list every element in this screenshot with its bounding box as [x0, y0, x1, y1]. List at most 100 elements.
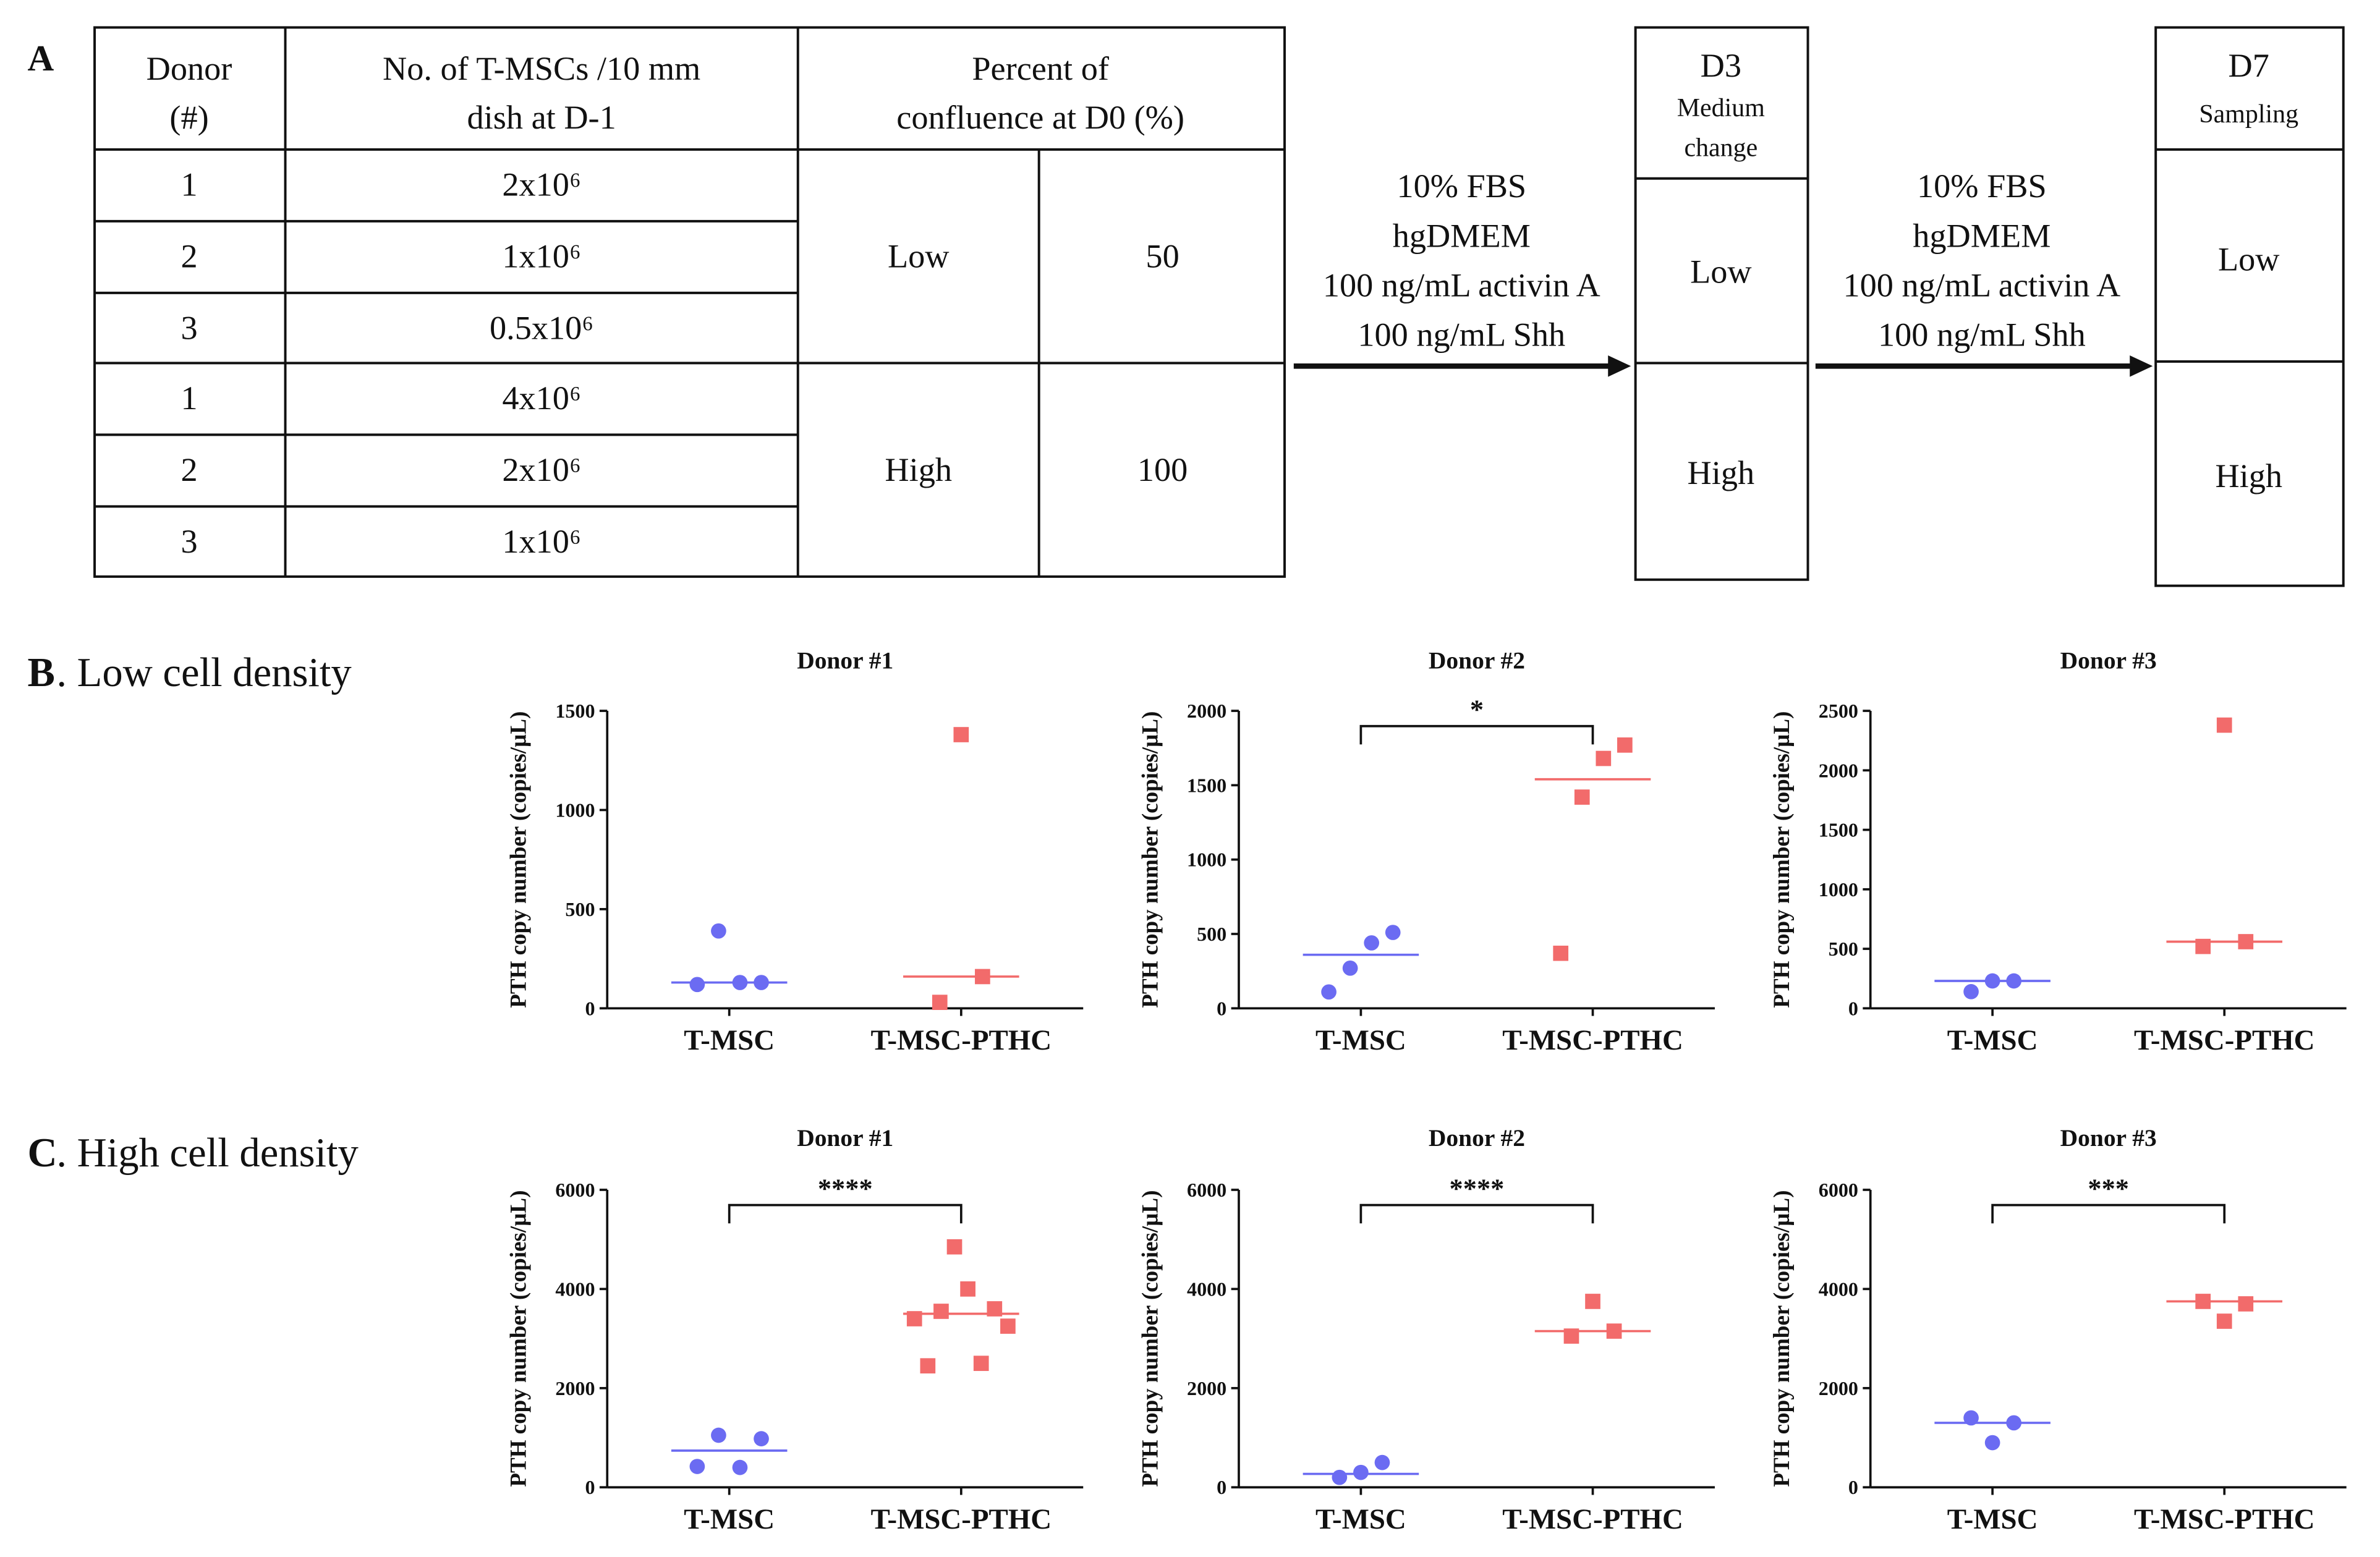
data-point [1385, 925, 1401, 940]
x-tick-label: T-MSC [684, 1503, 775, 1535]
data-point [973, 1355, 989, 1372]
data-point [1342, 960, 1358, 976]
table-cell: 2x10⁶ [502, 451, 580, 488]
data-point [1963, 1410, 1979, 1426]
data-point [920, 1358, 936, 1374]
table-header: confluence at D0 (%) [896, 99, 1184, 136]
table-cell: 50 [1145, 238, 1179, 275]
arrow-label: 10% FBS [1917, 168, 2047, 205]
y-tick-label: 1000 [1819, 878, 1858, 901]
table-header: No. of T-MSCs /10 mm [383, 50, 700, 87]
data-point [960, 1281, 975, 1297]
data-point [2238, 1296, 2254, 1312]
chart-title: Donor #1 [797, 1124, 893, 1152]
data-point [1585, 1294, 1600, 1309]
data-point [1332, 1469, 1348, 1485]
arrow-label: hgDMEM [1913, 217, 2051, 254]
data-point [754, 975, 769, 990]
y-tick-label: 2000 [1819, 1377, 1858, 1399]
data-point [1574, 789, 1590, 805]
y-tick-label: 1000 [1187, 849, 1226, 871]
data-point [933, 1304, 949, 1319]
table-cell: 1 [181, 166, 197, 203]
y-tick-label: 1500 [1187, 774, 1226, 796]
y-tick-label: 0 [1217, 997, 1226, 1019]
data-point [732, 1459, 748, 1475]
significance-bracket [728, 1203, 963, 1224]
chart-title: Donor #3 [2060, 647, 2157, 674]
y-tick-label: 2500 [1819, 700, 1858, 722]
data-point [1563, 1328, 1579, 1344]
panel-label: B [27, 650, 54, 695]
data-point [2195, 938, 2211, 954]
y-axis-label: PTH copy number (copies/µL) [506, 1190, 532, 1487]
y-tick-label: 500 [1197, 923, 1226, 945]
data-point [1984, 973, 2000, 989]
table-cell: 100 [1137, 451, 1188, 488]
data-point [1617, 737, 1633, 753]
y-axis-label: PTH copy number (copies/µL) [1769, 711, 1795, 1008]
table-cell: 3 [181, 310, 197, 347]
x-tick-label: T-MSC-PTHC [1502, 1024, 1683, 1056]
arrow-label: 100 ng/mL activin A [1323, 266, 1600, 303]
table-cell: 3 [181, 523, 197, 560]
x-tick-label: T-MSC-PTHC [871, 1024, 1052, 1056]
x-tick-label: T-MSC-PTHC [2134, 1503, 2315, 1535]
y-tick-label: 0 [585, 997, 595, 1019]
y-axis-label: PTH copy number (copies/µL) [1137, 1190, 1163, 1487]
y-tick-label: 4000 [1819, 1278, 1858, 1300]
data-point [932, 995, 948, 1011]
significance-label: * [1470, 694, 1484, 725]
table-cell: 2 [181, 451, 197, 488]
box-cell: High [1688, 454, 1755, 491]
y-tick-label: 0 [1848, 1476, 1858, 1498]
data-point [689, 1459, 705, 1474]
table-cell: 1x10⁶ [502, 238, 580, 275]
data-point [732, 975, 748, 990]
chart-title: Donor #3 [2060, 1124, 2157, 1152]
table-header: (#) [169, 99, 208, 136]
table-cell: Low [888, 238, 950, 275]
data-point [711, 1427, 726, 1443]
table-cell: High [885, 451, 952, 488]
data-point [1596, 750, 1612, 766]
data-point [2216, 717, 2232, 733]
data-point [953, 727, 969, 742]
data-point [2238, 934, 2254, 949]
arrow-label: 100 ng/mL Shh [1358, 316, 1565, 354]
table-cell: 2x10⁶ [502, 166, 580, 203]
box-cell: High [2215, 457, 2282, 494]
x-tick-label: T-MSC [1947, 1024, 2038, 1056]
y-axis-label: PTH copy number (copies/µL) [1137, 711, 1163, 1008]
y-tick-label: 4000 [1187, 1278, 1226, 1300]
x-tick-label: T-MSC-PTHC [871, 1503, 1052, 1535]
y-tick-label: 1000 [555, 799, 595, 821]
data-point [689, 977, 705, 993]
table-cell: 0.5x10⁶ [490, 310, 593, 347]
d3-box [1634, 26, 1809, 581]
table-cell: 1x10⁶ [502, 523, 580, 560]
table-cell: 2 [181, 238, 197, 275]
arrow-label: 100 ng/mL activin A [1843, 266, 2120, 303]
y-tick-label: 2000 [555, 1377, 595, 1399]
data-point [946, 1239, 963, 1255]
data-point [1963, 984, 1979, 999]
panel-caption: . High cell density [56, 1131, 359, 1176]
significance-bracket [1359, 1203, 1594, 1224]
arrow-head [1608, 355, 1631, 377]
y-axis-label: PTH copy number (copies/µL) [1769, 1190, 1795, 1487]
data-point [1321, 984, 1337, 1000]
data-point [1364, 935, 1380, 951]
data-point [1000, 1318, 1016, 1334]
d7-box [2154, 26, 2345, 587]
y-axis-label: PTH copy number (copies/µL) [506, 711, 532, 1008]
x-tick-label: T-MSC-PTHC [2134, 1024, 2315, 1056]
data-point [2006, 1415, 2022, 1431]
data-point [2006, 973, 2022, 989]
panel-caption: . Low cell density [56, 650, 352, 695]
data-point [975, 969, 990, 985]
y-tick-label: 500 [1829, 938, 1858, 960]
y-tick-label: 2000 [1187, 700, 1226, 722]
